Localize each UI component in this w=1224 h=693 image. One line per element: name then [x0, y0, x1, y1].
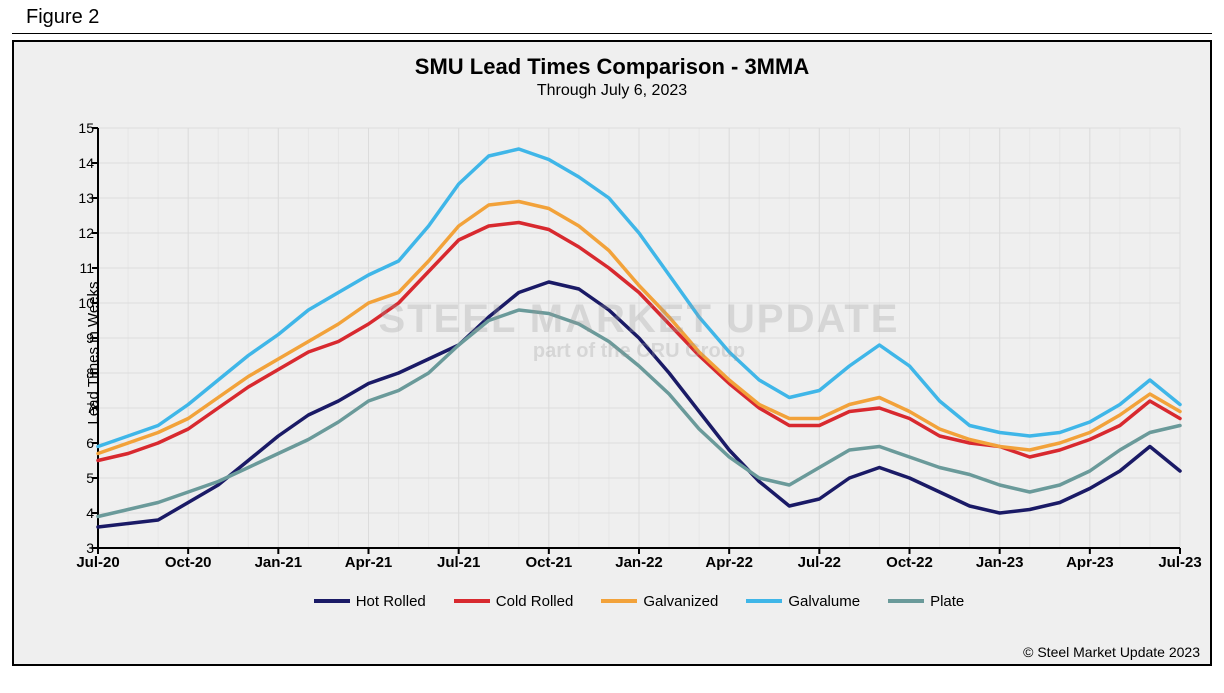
y-tick-label: 6: [62, 435, 94, 451]
legend-swatch: [601, 599, 637, 603]
x-tick-label: Jan-22: [615, 554, 663, 571]
x-tick-label: Jan-21: [255, 554, 303, 571]
x-tick-label: Apr-22: [705, 554, 753, 571]
chart-title: SMU Lead Times Comparison - 3MMA: [14, 54, 1210, 80]
y-tick-label: 10: [62, 295, 94, 311]
y-tick-label: 14: [62, 155, 94, 171]
legend-label: Cold Rolled: [496, 593, 574, 610]
legend-label: Galvanized: [643, 593, 718, 610]
plot-area: STEEL MARKET UPDATE part of the CRU Grou…: [98, 128, 1180, 548]
x-tick-labels: Jul-20Oct-20Jan-21Apr-21Jul-21Oct-21Jan-…: [98, 554, 1180, 578]
chart-titles: SMU Lead Times Comparison - 3MMA Through…: [14, 42, 1210, 100]
legend-item: Hot Rolled: [314, 593, 426, 610]
x-tick-label: Oct-21: [525, 554, 572, 571]
y-tick-label: 7: [62, 400, 94, 416]
legend-label: Plate: [930, 593, 964, 610]
y-tick-label: 9: [62, 330, 94, 346]
x-tick-label: Jul-22: [798, 554, 841, 571]
y-tick-label: 12: [62, 225, 94, 241]
page: Figure 2 SMU Lead Times Comparison - 3MM…: [0, 0, 1224, 693]
x-tick-label: Jul-23: [1158, 554, 1201, 571]
y-tick-label: 15: [62, 120, 94, 136]
x-tick-label: Jul-21: [437, 554, 480, 571]
legend-item: Plate: [888, 593, 964, 610]
x-tick-label: Oct-22: [886, 554, 933, 571]
y-tick-labels: 3456789101112131415: [62, 128, 94, 548]
x-tick-label: Oct-20: [165, 554, 212, 571]
legend-label: Galvalume: [788, 593, 860, 610]
y-tick-label: 11: [62, 260, 94, 276]
x-tick-label: Jan-23: [976, 554, 1024, 571]
legend-item: Cold Rolled: [454, 593, 574, 610]
y-tick-label: 4: [62, 505, 94, 521]
legend-swatch: [454, 599, 490, 603]
x-tick-label: Apr-23: [1066, 554, 1114, 571]
legend-swatch: [746, 599, 782, 603]
legend-label: Hot Rolled: [356, 593, 426, 610]
legend-swatch: [314, 599, 350, 603]
legend-item: Galvanized: [601, 593, 718, 610]
chart-subtitle: Through July 6, 2023: [14, 82, 1210, 100]
copyright: © Steel Market Update 2023: [1023, 644, 1200, 660]
legend: Hot Rolled Cold Rolled Galvanized Galvalume…: [98, 590, 1180, 610]
y-tick-label: 13: [62, 190, 94, 206]
chart-frame: SMU Lead Times Comparison - 3MMA Through…: [12, 40, 1212, 666]
x-tick-label: Jul-20: [76, 554, 119, 571]
legend-item: Galvalume: [746, 593, 860, 610]
chart-svg: [98, 128, 1180, 548]
legend-swatch: [888, 599, 924, 603]
y-tick-label: 5: [62, 470, 94, 486]
y-tick-label: 8: [62, 365, 94, 381]
x-tick-label: Apr-21: [345, 554, 393, 571]
figure-label: Figure 2: [12, 0, 1212, 34]
